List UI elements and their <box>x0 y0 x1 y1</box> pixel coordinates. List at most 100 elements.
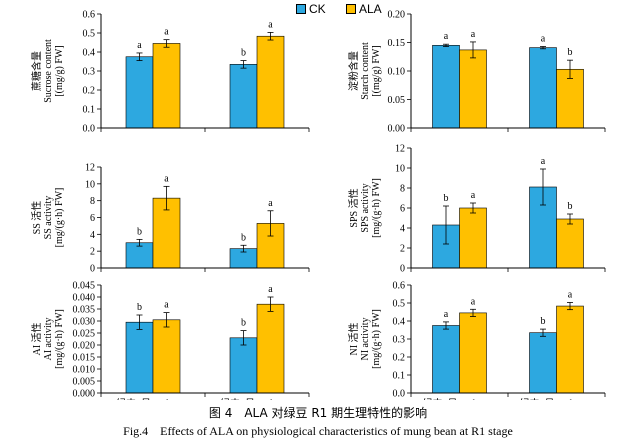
significance-letter: a <box>268 198 273 209</box>
y-tick-label: 6 <box>400 204 405 215</box>
y-tick-label: 0.010 <box>73 365 96 376</box>
y-tick-label: 0.020 <box>73 341 96 352</box>
bar-ck-2 <box>529 332 557 394</box>
y-label-unit: [mg/(g·h) FW] <box>54 309 65 369</box>
y-tick-label: 8 <box>400 184 405 195</box>
y-tick-label: 0.040 <box>73 293 96 304</box>
y-tick-label: 4 <box>90 230 95 241</box>
x-category-label: 绿丰2号 Lüfeng 2 <box>116 397 190 400</box>
bar-ala-1 <box>459 207 487 269</box>
significance-letter: b <box>241 232 246 243</box>
y-tick-label: 0.6 <box>83 10 96 21</box>
y-tick-label: 0.4 <box>83 48 96 59</box>
bar-ck-1 <box>432 325 460 394</box>
panel-4: 0 2 4 6 8 10 12 b a a b SPS 活性 SPS activity [mg/(g·h)… <box>347 144 606 275</box>
bar-ck-1 <box>125 242 154 269</box>
significance-letter: a <box>444 309 449 320</box>
y-tick-label: 0.15 <box>388 38 406 49</box>
y-label-en: AI activity <box>43 317 54 360</box>
y-tick-label: 0.2 <box>83 86 96 97</box>
significance-letter: b <box>568 201 573 212</box>
legend-ala-swatch <box>346 4 356 14</box>
y-label-en: NI activity <box>360 317 371 360</box>
significance-letter: a <box>268 284 273 295</box>
y-label-en: SS activity <box>43 196 54 240</box>
y-tick-label: 0.1 <box>83 105 96 116</box>
y-tick-label: 0.6 <box>393 281 406 292</box>
y-tick-label: 0.030 <box>73 317 96 328</box>
significance-letter: b <box>541 316 546 327</box>
y-tick-label: 10 <box>85 179 95 190</box>
significance-letter: b <box>568 47 573 58</box>
x-category-label: 绿丰5号 Lüfeng 5 <box>520 397 594 400</box>
y-tick-label: 12 <box>85 163 95 174</box>
y-tick-label: 0.015 <box>73 353 96 364</box>
bar-ala-2 <box>556 305 584 394</box>
significance-letter: a <box>164 173 169 184</box>
y-label-cn: SS 活性 <box>30 201 43 235</box>
y-label-en: SPS activity <box>360 183 371 232</box>
y-tick-label: 0 <box>400 264 405 275</box>
bar-ala-1 <box>459 312 487 394</box>
y-label-cn: 蔗糖含量 <box>30 51 43 91</box>
y-tick-label: 0.0 <box>83 124 96 135</box>
bar-ala-2 <box>556 218 584 269</box>
y-tick-label: 0.000 <box>73 389 96 400</box>
y-tick-label: 0.0 <box>393 389 406 400</box>
bar-ck-1 <box>432 45 460 129</box>
y-tick-label: 2 <box>90 247 95 258</box>
panel-3: 0 2 4 6 8 10 12 b b a a SS 活性 SS activity [mg/(g·h) F… <box>30 163 310 275</box>
y-label-cn: 淀粉含量 <box>347 51 360 91</box>
y-label-cn: SPS 活性 <box>347 188 360 227</box>
y-tick-label: 0.2 <box>393 353 406 364</box>
significance-letter: a <box>471 296 476 307</box>
bar-ala-2 <box>256 303 285 394</box>
legend-ck-swatch <box>296 4 306 14</box>
significance-letter: b <box>137 302 142 313</box>
bar-ala-2 <box>256 35 285 129</box>
significance-letter: a <box>137 40 142 51</box>
y-tick-label: 0.5 <box>393 299 406 310</box>
y-tick-label: 0 <box>90 264 95 275</box>
caption-en: Fig.4 Effects of ALA on physiological ch… <box>123 424 513 438</box>
significance-letter: a <box>164 300 169 311</box>
y-tick-label: 12 <box>395 144 405 155</box>
y-tick-label: 0.1 <box>393 371 406 382</box>
significance-letter: a <box>541 156 546 167</box>
legend-ala: ALA <box>346 2 382 16</box>
y-label-en: Starch content <box>360 42 371 100</box>
y-tick-label: 0.005 <box>73 377 96 388</box>
bar-ala-1 <box>459 49 487 129</box>
y-label-unit: [mg/(g·h) FW] <box>371 178 382 238</box>
y-label-unit: [(mg/g) FW] <box>371 45 382 96</box>
y-label-unit: [(mg/g) FW] <box>54 45 65 96</box>
significance-letter: a <box>444 31 449 42</box>
panel-6: 0.0 0.1 0.2 0.3 0.4 0.5 0.6 a b a a 绿丰2号 Lüfeng 2 绿丰… <box>347 281 606 400</box>
y-tick-label: 0.035 <box>73 305 96 316</box>
y-label-unit: [mg/(g·h) FW] <box>54 188 65 248</box>
bar-ck-2 <box>529 47 557 129</box>
y-label-cn: NI 活性 <box>347 322 360 355</box>
y-tick-label: 0.025 <box>73 329 96 340</box>
y-tick-label: 0.3 <box>393 335 406 346</box>
significance-letter: b <box>241 318 246 329</box>
y-tick-label: 0.3 <box>83 67 96 78</box>
significance-letter: a <box>568 289 573 300</box>
bar-ala-1 <box>152 43 181 129</box>
panel-2: 0.00 0.05 0.10 0.15 0.20 a a a b 淀粉含量 Starch conte… <box>347 10 606 135</box>
y-tick-label: 6 <box>90 213 95 224</box>
y-tick-label: 8 <box>90 196 95 207</box>
y-tick-label: 0.05 <box>388 95 406 106</box>
y-label-cn: AI 活性 <box>30 322 43 355</box>
y-tick-label: 0.4 <box>393 317 406 328</box>
bar-ala-1 <box>152 319 181 394</box>
significance-letter: b <box>137 226 142 237</box>
significance-letter: b <box>444 193 449 204</box>
panel-1: 0.0 0.1 0.2 0.3 0.4 0.5 0.6 a b a a 蔗糖含量 Sucrose con… <box>30 10 310 135</box>
caption-cn: 图 4 ALA 对绿豆 R1 期生理特性的影响 <box>208 406 428 420</box>
y-tick-label: 0.5 <box>83 29 96 40</box>
y-tick-label: 2 <box>400 244 405 255</box>
panel-5: 0.0000.0050.0100.0150.0200.0250.0300.035… <box>30 281 310 400</box>
y-tick-label: 4 <box>400 224 405 235</box>
bar-ck-2 <box>229 64 258 129</box>
